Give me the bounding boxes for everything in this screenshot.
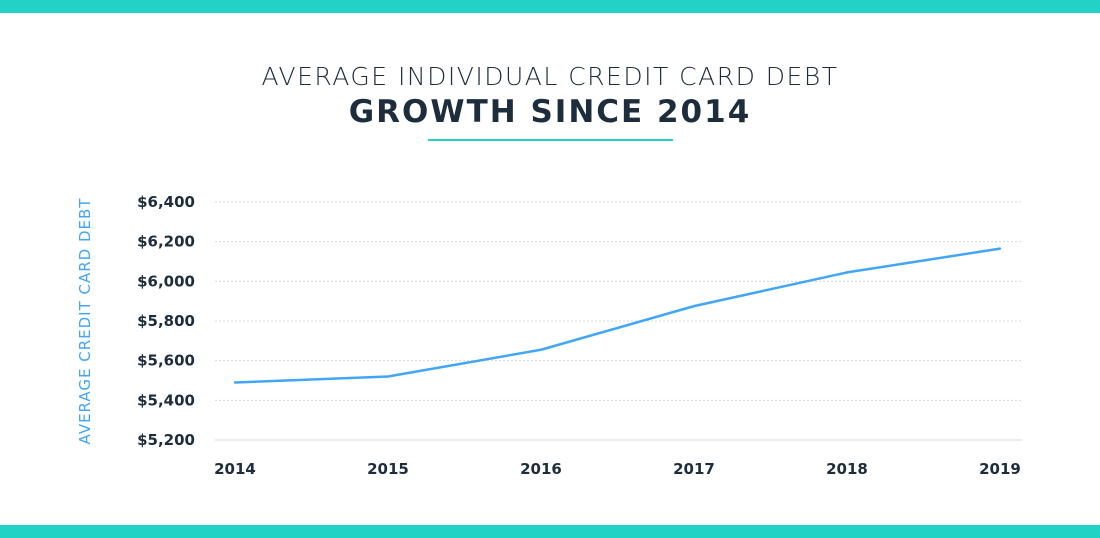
- y-axis-label: AVERAGE CREDIT CARD DEBT: [76, 198, 94, 445]
- y-tick-label: $5,200: [137, 431, 195, 449]
- data-point: [845, 271, 849, 274]
- data-point: [386, 375, 390, 378]
- title-underline: [428, 139, 673, 141]
- x-tick-label: 2014: [214, 460, 256, 478]
- y-tick-label: $5,600: [137, 352, 195, 370]
- y-tick-label: $6,200: [137, 233, 195, 251]
- chart-title: AVERAGE INDIVIDUAL CREDIT CARD DEBT: [261, 62, 839, 91]
- data-point: [233, 381, 237, 384]
- y-tick-label: $6,400: [137, 193, 195, 211]
- bottom-accent-bar: [0, 525, 1100, 538]
- data-point: [998, 247, 1002, 250]
- y-tick-label: $5,400: [137, 391, 195, 409]
- x-tick-label: 2017: [673, 460, 715, 478]
- data-point: [539, 348, 543, 351]
- x-tick-label: 2018: [826, 460, 868, 478]
- y-tick-label: $6,000: [137, 272, 195, 290]
- top-accent-bar: [0, 0, 1100, 13]
- chart-subtitle: GROWTH SINCE 2014: [348, 94, 752, 130]
- x-tick-label: 2015: [367, 460, 409, 478]
- y-tick-label: $5,800: [137, 312, 195, 330]
- data-point: [692, 304, 696, 308]
- x-tick-label: 2016: [520, 460, 562, 478]
- series-line: [234, 247, 1001, 384]
- x-tick-label: 2019: [979, 460, 1021, 478]
